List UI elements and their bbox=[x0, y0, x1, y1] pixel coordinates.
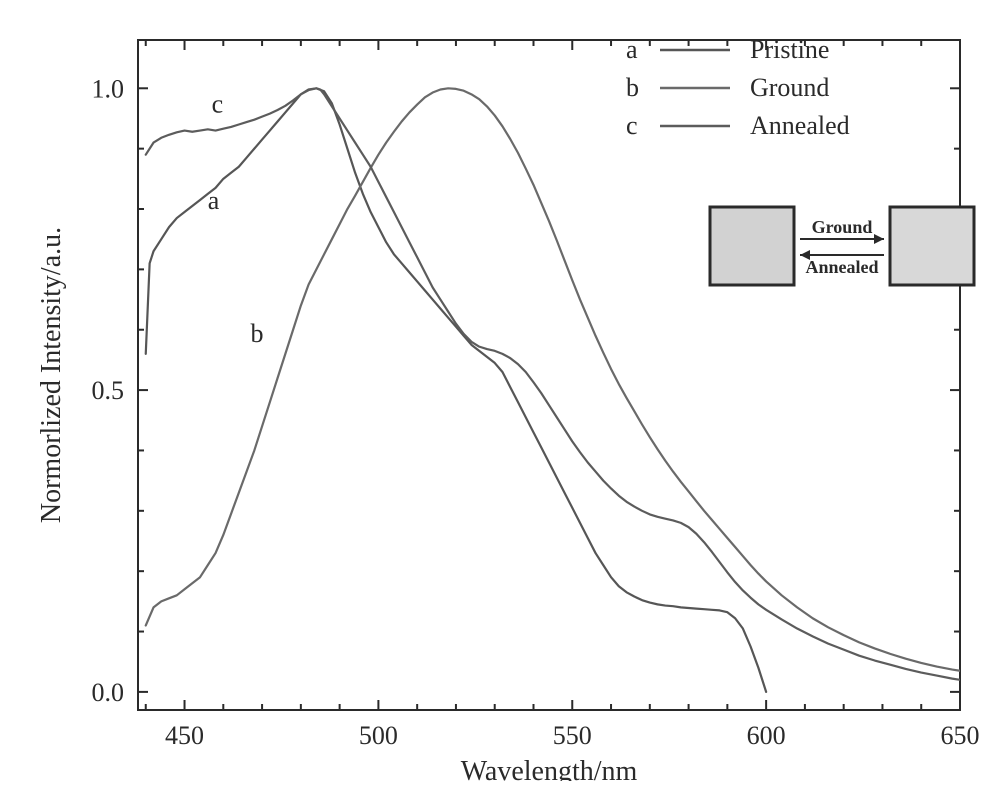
legend-label: Annealed bbox=[750, 111, 850, 140]
y-tick-label: 0.5 bbox=[92, 376, 125, 405]
inset-sample-2 bbox=[890, 207, 974, 285]
inset-arrowhead-right bbox=[874, 234, 884, 244]
series-c bbox=[146, 88, 960, 680]
legend-label: Ground bbox=[750, 73, 829, 102]
inset-label-bot: Annealed bbox=[805, 257, 878, 277]
spectrum-chart: 450 500 550 600 650 0.0 0.5 1.0 Wavelength/nm Nor… bbox=[20, 20, 980, 781]
legend-label: Pristine bbox=[750, 35, 829, 64]
y-tick-label: 1.0 bbox=[92, 74, 125, 103]
y-axis-label: Normorlized Intensity/a.u. bbox=[36, 227, 67, 523]
legend-letter: a bbox=[626, 35, 638, 64]
x-tick-label: 600 bbox=[747, 721, 786, 750]
x-tick-label: 550 bbox=[553, 721, 592, 750]
chart-container: 450 500 550 600 650 0.0 0.5 1.0 Wavelength/nm Nor… bbox=[20, 20, 980, 781]
x-tick-label: 500 bbox=[359, 721, 398, 750]
inset-sample-1 bbox=[710, 207, 794, 285]
curve-label-b: b bbox=[250, 319, 263, 348]
curve-label-c: c bbox=[212, 89, 224, 118]
inset-label-top: Ground bbox=[812, 217, 873, 237]
x-tick-label: 650 bbox=[941, 721, 980, 750]
legend-letter: c bbox=[626, 111, 638, 140]
y-tick-label: 0.0 bbox=[92, 678, 125, 707]
series-a bbox=[146, 88, 766, 692]
curve-label-a: a bbox=[208, 186, 220, 215]
x-axis-label: Wavelength/nm bbox=[461, 756, 638, 781]
x-tick-label: 450 bbox=[165, 721, 204, 750]
legend-letter: b bbox=[626, 73, 639, 102]
series-b bbox=[146, 88, 960, 670]
